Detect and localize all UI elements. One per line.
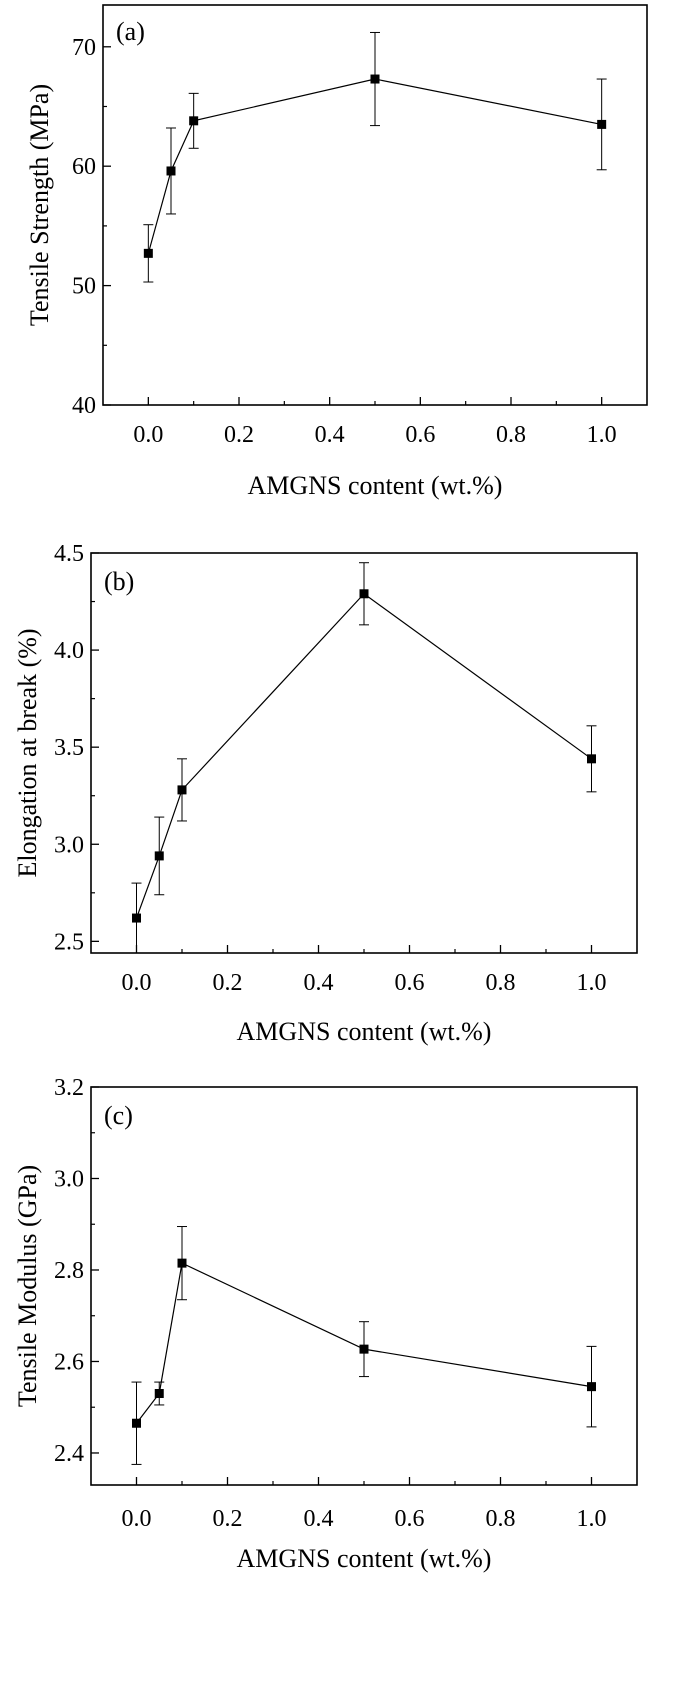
data-point [587, 1382, 596, 1392]
y-tick-label: 60 [72, 154, 96, 180]
chart-panel-a: 0.0 0.2 0.4 0.6 0.8 1.0 40 50 60 70 AMGNS content … [25, 4, 648, 500]
y-tick-label: 50 [72, 274, 96, 300]
x-tick-label: 0.4 [304, 970, 334, 996]
data-point [177, 785, 187, 795]
data-point [587, 754, 596, 764]
x-tick-label: 0.0 [122, 970, 152, 996]
y-tick-label: 2.6 [54, 1349, 84, 1375]
x-tick-label: 0.2 [213, 970, 243, 996]
y-tick-label: 2.8 [54, 1258, 84, 1284]
x-tick-label: 0.2 [213, 1506, 243, 1532]
data-point [189, 116, 199, 126]
y-tick-label: 3.2 [54, 1075, 84, 1101]
panel-label: (b) [104, 567, 134, 596]
x-tick-label: 0.6 [405, 422, 435, 448]
x-tick-label: 1.0 [587, 422, 617, 448]
x-tick-label: 0.4 [315, 422, 345, 448]
data-point [359, 589, 369, 599]
x-tick-label: 0.2 [224, 422, 254, 448]
data-point [143, 248, 153, 258]
x-tick-label: 0.0 [122, 1506, 152, 1532]
x-tick-label: 0.4 [304, 1506, 334, 1532]
x-tick-label: 1.0 [577, 970, 607, 996]
data-point [132, 1418, 141, 1428]
x-tick-label: 0.8 [486, 970, 516, 996]
y-tick-label: 40 [72, 393, 96, 419]
x-tick-label: 0.0 [133, 422, 163, 448]
x-axis-label: AMGNS content (wt.%) [237, 1544, 492, 1573]
data-point [154, 851, 164, 861]
data-point [132, 913, 141, 923]
x-axis-label: AMGNS content (wt.%) [248, 471, 503, 500]
x-tick-label: 0.8 [486, 1506, 516, 1532]
y-tick-label: 2.5 [54, 929, 84, 955]
y-tick-label: 4.5 [54, 541, 84, 567]
x-tick-label: 1.0 [577, 1506, 607, 1532]
data-point [177, 1258, 187, 1268]
panel-label: (c) [104, 1101, 133, 1130]
x-axis-label: AMGNS content (wt.%) [237, 1017, 492, 1046]
y-tick-label: 70 [72, 35, 96, 61]
data-point [597, 119, 607, 129]
series-line [135, 592, 592, 919]
y-tick-label: 4.0 [54, 638, 84, 664]
x-tick-label: 0.6 [395, 1506, 425, 1532]
plot-frame [90, 1086, 638, 1486]
data-point [359, 1344, 369, 1354]
x-tick-label: 0.8 [496, 422, 526, 448]
y-tick-label: 3.5 [54, 735, 84, 761]
y-axis-label: Tensile Modulus (GPa) [13, 1165, 42, 1407]
x-tick-label: 0.6 [395, 970, 425, 996]
y-axis-label: Tensile Strength (MPa) [25, 84, 54, 326]
y-tick-label: 3.0 [54, 1166, 84, 1192]
panel-label: (a) [116, 17, 145, 46]
data-point [370, 74, 380, 84]
y-axis-label: Elongation at break (%) [13, 628, 42, 877]
chart-panel-c: 0.0 0.2 0.4 0.6 0.8 1.0 2.4 2.6 2.8 3.0 3.2 AMGNS c… [13, 1075, 638, 1573]
y-tick-label: 2.4 [54, 1441, 84, 1467]
chart-panel-b: 0.0 0.2 0.4 0.6 0.8 1.0 2.5 3.0 3.5 4.0 4.5 AMGNS c… [13, 541, 638, 1046]
y-tick-label: 3.0 [54, 832, 84, 858]
data-point [166, 166, 176, 176]
data-point [154, 1389, 164, 1399]
